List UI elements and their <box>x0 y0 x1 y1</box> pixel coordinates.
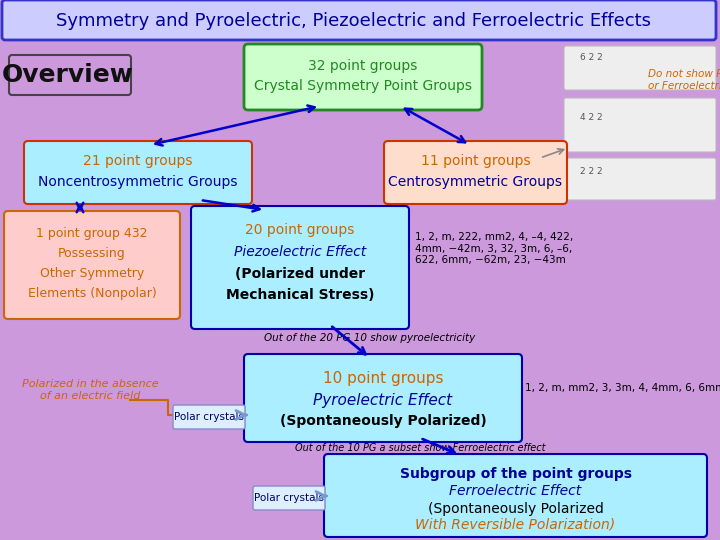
Text: Crystal Symmetry Point Groups: Crystal Symmetry Point Groups <box>254 79 472 93</box>
FancyBboxPatch shape <box>191 206 409 329</box>
Text: 10 point groups: 10 point groups <box>323 370 444 386</box>
FancyBboxPatch shape <box>324 454 707 537</box>
Text: 4 2 2: 4 2 2 <box>580 113 603 123</box>
Text: Polarized in the absence
of an electric field: Polarized in the absence of an electric … <box>22 379 158 401</box>
Text: 21 point groups: 21 point groups <box>84 154 193 168</box>
Text: Out of the 10 PG a subset show Ferroelectric effect: Out of the 10 PG a subset show Ferroelec… <box>294 443 545 453</box>
Text: Out of the 20 PG 10 show pyroelectricity: Out of the 20 PG 10 show pyroelectricity <box>264 333 476 343</box>
FancyBboxPatch shape <box>384 141 567 204</box>
Text: (Spontaneously Polarized: (Spontaneously Polarized <box>428 502 603 516</box>
FancyBboxPatch shape <box>173 405 245 429</box>
Text: 6 2 2: 6 2 2 <box>580 53 603 63</box>
Text: Centrosymmetric Groups: Centrosymmetric Groups <box>389 175 562 189</box>
Text: Symmetry and Pyroelectric, Piezoelectric and Ferroelectric Effects: Symmetry and Pyroelectric, Piezoelectric… <box>56 12 652 30</box>
FancyBboxPatch shape <box>244 44 482 110</box>
Text: 32 point groups: 32 point groups <box>308 59 418 73</box>
Text: Pyroelectric Effect: Pyroelectric Effect <box>313 393 453 408</box>
Text: Other Symmetry: Other Symmetry <box>40 267 144 280</box>
Text: 1, 2, m, mm2, 3, 3m, 4, 4mm, 6, 6mm: 1, 2, m, mm2, 3, 3m, 4, 4mm, 6, 6mm <box>525 383 720 393</box>
FancyBboxPatch shape <box>564 46 716 90</box>
FancyBboxPatch shape <box>253 486 325 510</box>
FancyBboxPatch shape <box>4 211 180 319</box>
Text: Ferroelectric Effect: Ferroelectric Effect <box>449 484 582 498</box>
Text: 1 point group 432: 1 point group 432 <box>36 226 148 240</box>
Text: (Polarized under: (Polarized under <box>235 267 365 281</box>
FancyBboxPatch shape <box>564 98 716 152</box>
FancyBboxPatch shape <box>24 141 252 204</box>
Text: (Spontaneously Polarized): (Spontaneously Polarized) <box>279 414 487 428</box>
FancyBboxPatch shape <box>564 158 716 200</box>
Text: Polar crystals: Polar crystals <box>254 493 324 503</box>
Text: Possessing: Possessing <box>58 246 126 260</box>
Text: With Reversible Polarization): With Reversible Polarization) <box>415 518 616 532</box>
FancyBboxPatch shape <box>244 354 522 442</box>
Text: Mechanical Stress): Mechanical Stress) <box>226 288 374 302</box>
Text: 1, 2, m, 222, mm2, 4, –4, 422,
4mm, −42m, 3, 32, 3m, 6, –6,
622, 6mm, −62m, 23, : 1, 2, m, 222, mm2, 4, –4, 422, 4mm, −42m… <box>415 232 573 265</box>
Text: 11 point groups: 11 point groups <box>420 154 531 168</box>
Text: Piezoelectric Effect: Piezoelectric Effect <box>234 245 366 259</box>
Text: 2 2 2: 2 2 2 <box>580 167 603 177</box>
Text: 20 point groups: 20 point groups <box>246 223 355 237</box>
Text: Overview: Overview <box>2 63 134 87</box>
FancyBboxPatch shape <box>2 0 716 40</box>
Text: Noncentrosymmetric Groups: Noncentrosymmetric Groups <box>38 175 238 189</box>
Text: Subgroup of the point groups: Subgroup of the point groups <box>400 467 631 481</box>
Text: Polar crystals: Polar crystals <box>174 412 244 422</box>
Text: Elements (Nonpolar): Elements (Nonpolar) <box>27 287 156 300</box>
Text: Do not show Pyro-, Piezo-
or Ferroelectric effects: Do not show Pyro-, Piezo- or Ferroelectr… <box>648 69 720 91</box>
